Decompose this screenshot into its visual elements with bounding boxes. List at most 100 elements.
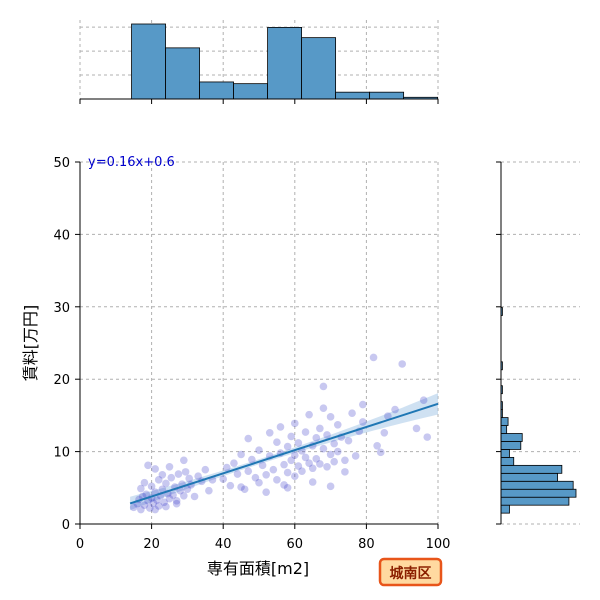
- scatter-point: [147, 482, 156, 491]
- scatter-point: [305, 459, 313, 467]
- scatter-point: [142, 490, 151, 499]
- scatter-point: [391, 405, 399, 414]
- right-hist-bar: [500, 441, 522, 450]
- scatter-point: [244, 434, 253, 443]
- scatter-point: [326, 450, 335, 459]
- scatter-point: [369, 353, 378, 362]
- scatter-point: [237, 450, 245, 459]
- scatter-point: [201, 465, 210, 474]
- scatter-point: [316, 460, 324, 468]
- scatter-point: [341, 468, 349, 476]
- scatter-point: [140, 478, 149, 487]
- scatter-point: [255, 478, 263, 487]
- main-axes: 0 20 40 60 80 100 0 10 20 30 40 50: [53, 156, 450, 552]
- scatter-point: [283, 484, 292, 492]
- scatter-point: [149, 499, 158, 507]
- scatter-point: [287, 456, 296, 465]
- scatter-point: [380, 428, 389, 437]
- scatter-point: [283, 442, 292, 451]
- scatter-point: [258, 461, 267, 470]
- scatter-point: [423, 433, 432, 441]
- scatter-point: [291, 472, 299, 481]
- confidence-band: [130, 393, 438, 511]
- scatter-point: [344, 436, 353, 445]
- scatter-point: [226, 481, 235, 490]
- scatter-point: [158, 470, 167, 479]
- scatter-point: [323, 431, 331, 439]
- scatter-point: [398, 360, 407, 368]
- scatter-point: [308, 478, 317, 486]
- x-tick-label: 100: [426, 537, 451, 552]
- top-hist-bar: [267, 27, 303, 100]
- scatter-point: [146, 504, 154, 512]
- scatter-point: [262, 470, 270, 479]
- scatter-point: [376, 448, 385, 457]
- scatter-point: [219, 475, 227, 483]
- scatter-point: [140, 501, 149, 509]
- regression-equation: y=0.16x+0.6: [88, 155, 175, 170]
- scatter-point: [359, 400, 367, 409]
- scatter-point: [172, 499, 181, 508]
- x-tick-label: 40: [215, 537, 232, 552]
- scatter-point: [273, 438, 281, 446]
- scatter-point: [144, 461, 152, 470]
- scatter-point: [265, 428, 274, 437]
- scatter-point: [333, 421, 342, 429]
- top-marginal-histogram: [79, 20, 439, 104]
- right-hist-bar: [500, 496, 570, 506]
- scatter-point: [248, 455, 256, 464]
- scatter-point: [240, 485, 249, 494]
- top-hist-bar: [233, 83, 268, 100]
- right-hist-bar: [500, 433, 523, 442]
- scatter-point: [412, 424, 421, 433]
- scatter-point: [301, 453, 310, 462]
- right-hist-bar: [500, 480, 574, 490]
- scatter-point: [291, 419, 299, 428]
- y-tick-label: 40: [53, 228, 70, 243]
- district-badge-label: 城南区: [390, 565, 432, 582]
- scatter-point: [194, 472, 202, 481]
- regression-line: [129, 402, 439, 505]
- right-hist-bar: [500, 449, 510, 458]
- scatter-point: [165, 463, 174, 471]
- x-tick-label: 0: [76, 537, 84, 552]
- x-tick-label: 80: [358, 537, 375, 552]
- scatter-point: [301, 428, 310, 436]
- scatter-point: [305, 410, 313, 419]
- scatter-point: [351, 452, 360, 460]
- scatter-point: [319, 404, 328, 412]
- scatter-point: [230, 459, 238, 467]
- scatter-point: [312, 455, 321, 463]
- scatter-point: [323, 463, 331, 471]
- right-hist-bar: [500, 504, 510, 514]
- scatter-point: [308, 464, 317, 473]
- y-tick-label: 20: [53, 373, 70, 388]
- x-tick-label: 60: [287, 537, 304, 552]
- top-hist-bar: [369, 91, 405, 100]
- scatter-point: [167, 473, 176, 482]
- scatter-point: [137, 505, 145, 514]
- right-hist-bar: [500, 417, 509, 426]
- scatter-point: [341, 456, 349, 465]
- scatter-point: [319, 382, 328, 391]
- scatter-point: [233, 470, 242, 478]
- scatter-point: [319, 444, 328, 453]
- scatter-point: [154, 502, 163, 510]
- scatter-point: [298, 467, 306, 475]
- scatter-point: [169, 491, 177, 499]
- confidence-band-layer: [130, 393, 438, 511]
- scatter-point: [330, 439, 338, 448]
- scatter-point: [180, 456, 188, 465]
- y-axis-title: 賃料[万円]: [21, 305, 40, 382]
- scatter-point: [154, 476, 163, 484]
- y-tick-label: 30: [53, 301, 70, 316]
- main-grid: [79, 161, 439, 525]
- scatter-point: [287, 432, 296, 441]
- scatter-point: [291, 451, 299, 460]
- scatter-point: [162, 479, 170, 488]
- right-hist-bar: [500, 472, 559, 482]
- scatter-point: [330, 457, 338, 466]
- scatter-point: [162, 502, 170, 511]
- scatter-point: [244, 467, 253, 475]
- scatter-point: [129, 503, 138, 512]
